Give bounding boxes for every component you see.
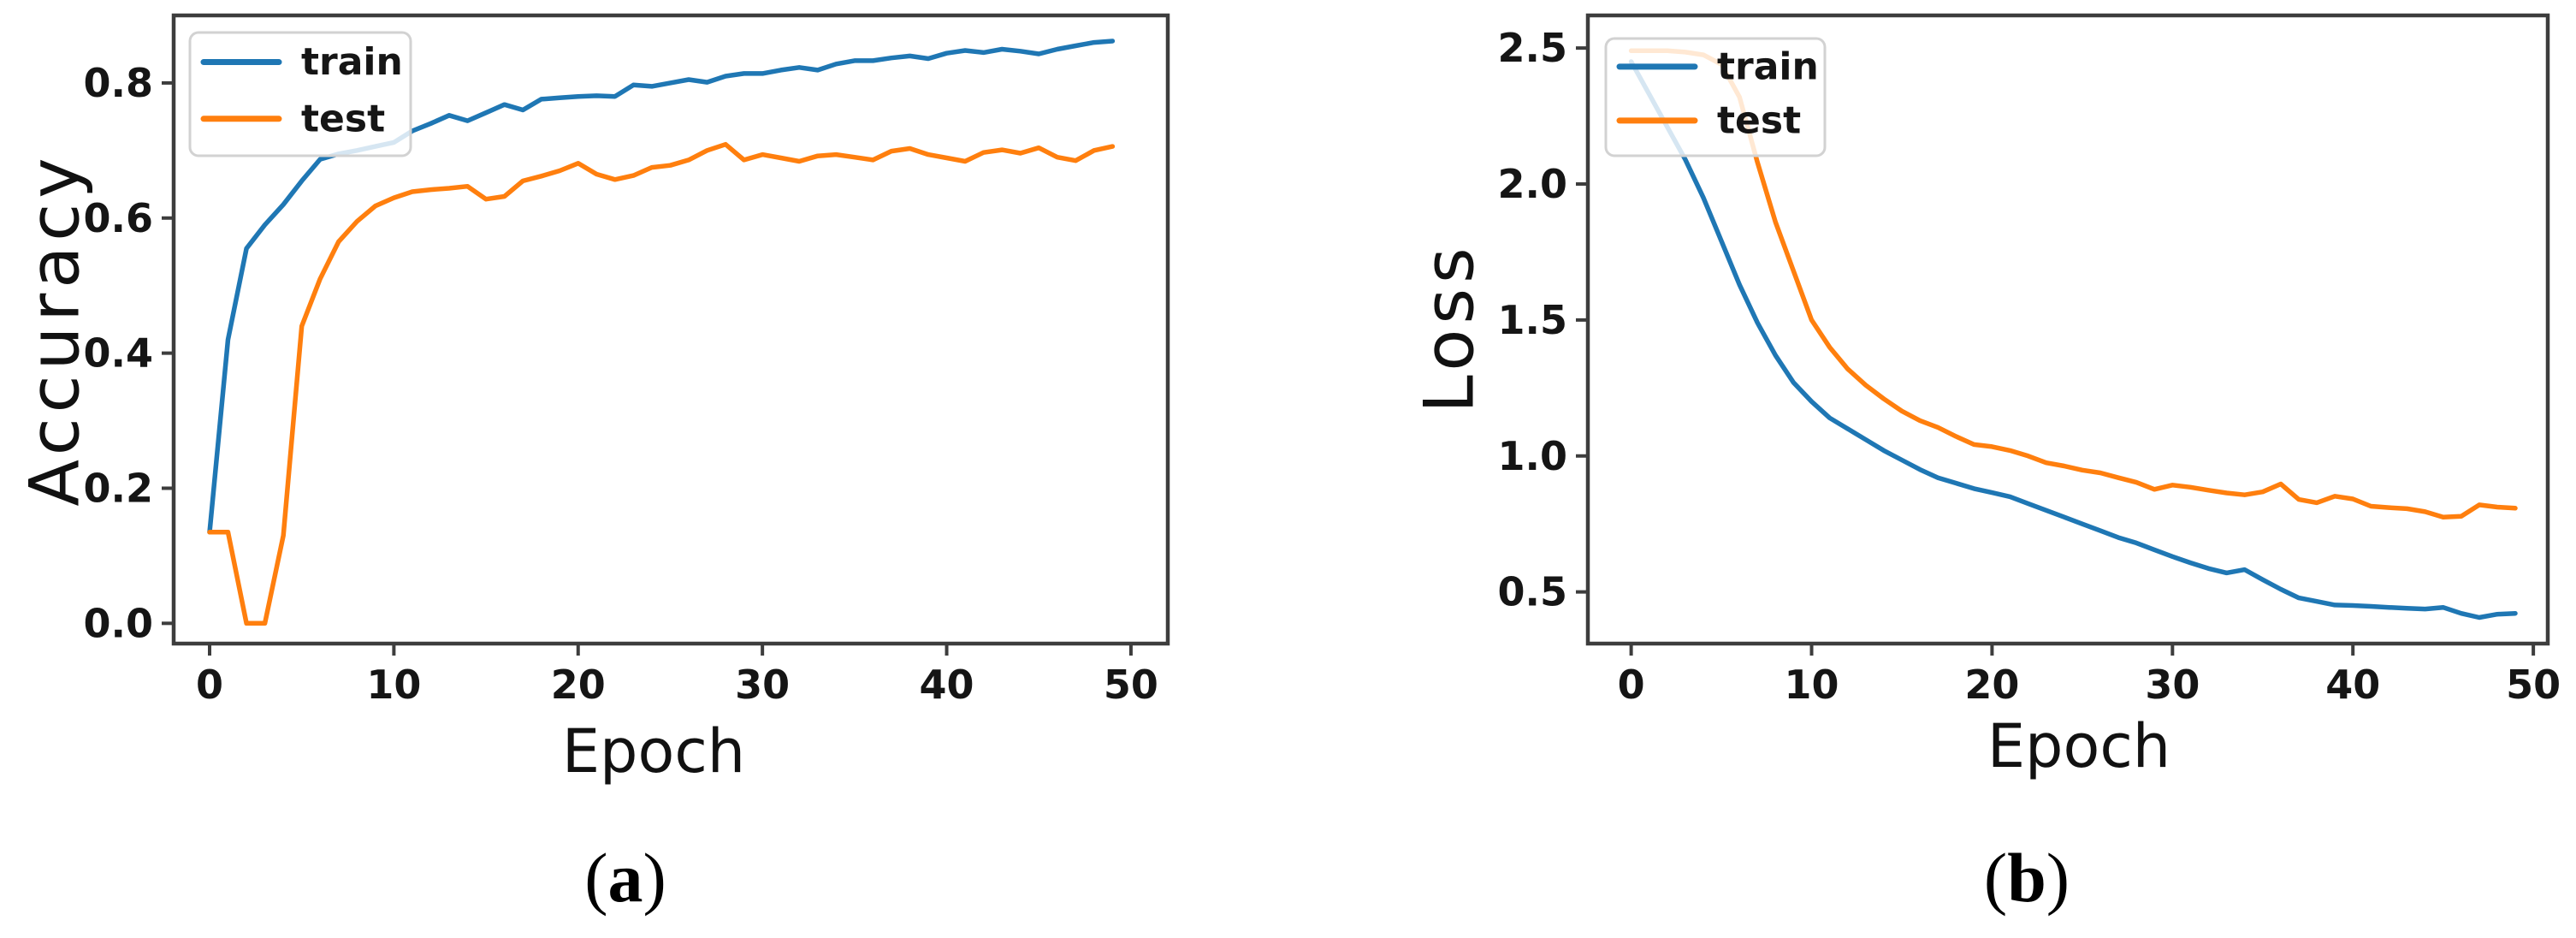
series-line-test-b [1628, 48, 2518, 519]
caption-b-close-paren: ) [2046, 839, 2070, 917]
legend-label-test-b: test [1717, 98, 1801, 142]
plot-spines-a [171, 13, 1170, 646]
y-tick-label-a: 0.2 [84, 465, 154, 511]
x-tick-label-b: 0 [1618, 662, 1645, 708]
y-tick-label-b: 1.5 [1498, 297, 1568, 343]
plot-spines-b [1585, 13, 2550, 646]
x-tick-label-b: 20 [1964, 662, 2019, 708]
y-tick-label-a: 0.6 [84, 195, 154, 241]
legend-label-train-b: train [1717, 45, 1819, 88]
y-tick-label-b: 2.0 [1498, 161, 1568, 207]
x-tick-label-b: 40 [2325, 662, 2380, 708]
x-axis-label-epoch-a: Epoch [561, 716, 746, 787]
caption-b-letter: b [2007, 839, 2046, 917]
y-tick-label-a: 0.0 [84, 600, 154, 646]
legend-label-test-a: test [301, 97, 385, 140]
caption-a: (a) [584, 838, 666, 918]
x-tick-label-a: 40 [920, 662, 974, 708]
x-tick-label-b: 30 [2145, 662, 2200, 708]
caption-a-open-paren: ( [584, 839, 608, 917]
caption-b: (b) [1984, 838, 2070, 918]
x-tick-label-a: 20 [551, 662, 606, 708]
y-tick-label-a: 0.8 [84, 60, 154, 106]
y-axis-label-loss: Loss [1409, 242, 1489, 413]
series-line-train-b [1628, 59, 2518, 620]
caption-b-open-paren: ( [1983, 839, 2008, 917]
y-tick-label-b: 0.5 [1498, 569, 1568, 615]
caption-a-close-paren: ) [643, 839, 666, 917]
series-line-test-a [207, 141, 1116, 626]
y-tick-label-a: 0.4 [84, 330, 154, 377]
x-tick-label-a: 50 [1104, 662, 1158, 708]
x-axis-label-epoch-b: Epoch [1987, 711, 2171, 781]
x-tick-label-a: 10 [366, 662, 421, 708]
y-axis-label-accuracy: Accuracy [15, 152, 95, 507]
legend-label-train-a: train [301, 40, 403, 84]
y-tick-label-b: 1.0 [1498, 433, 1568, 479]
x-tick-label-a: 0 [196, 662, 223, 708]
x-tick-label-b: 10 [1785, 662, 1839, 708]
x-tick-label-b: 50 [2506, 662, 2561, 708]
y-tick-label-b: 2.5 [1498, 25, 1568, 71]
x-tick-label-a: 30 [735, 662, 790, 708]
caption-a-letter: a [607, 839, 643, 917]
